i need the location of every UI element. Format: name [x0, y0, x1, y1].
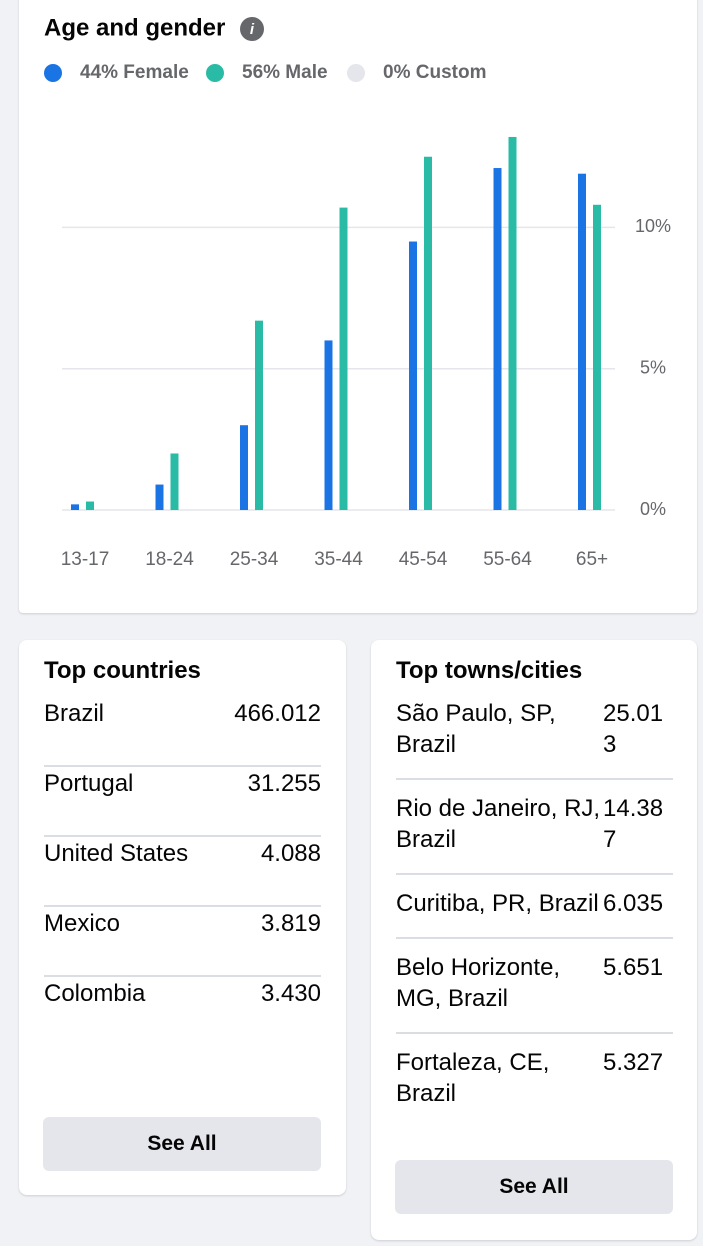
- x-tick-label: 18-24: [145, 549, 194, 570]
- bar: [71, 504, 79, 510]
- chart: Age and gender i 44% Female 56% Male 0% Cu…: [44, 14, 671, 570]
- list-row: United States 4.088: [44, 837, 321, 907]
- row-value: 31.255: [247, 770, 321, 797]
- age-gender-card: Age and gender i 44% Female 56% Male 0% Cu…: [19, 0, 697, 613]
- row-value: 25.013: [603, 700, 664, 758]
- row-name: Fortaleza, CE, Brazil: [396, 1049, 550, 1107]
- legend-swatch: [206, 64, 224, 82]
- row-value: 5.327: [603, 1049, 664, 1076]
- bar: [86, 501, 94, 510]
- bar: [593, 204, 601, 511]
- list-row: Fortaleza, CE, Brazil 5.327: [396, 1046, 673, 1127]
- row-value: 466.012: [234, 700, 321, 727]
- row-name: United States: [44, 840, 189, 867]
- bar: [170, 453, 179, 510]
- list-row: Curitiba, PR, Brazil 6.035: [396, 887, 673, 939]
- row-name: Curitiba, PR, Brazil: [396, 890, 599, 917]
- list-row: Rio de Janeiro, RJ, Brazil 14.387: [396, 792, 673, 875]
- x-tick-label: 25-34: [230, 549, 279, 570]
- list-row: Mexico 3.819: [44, 907, 321, 977]
- row-value: 3.430: [260, 980, 321, 1007]
- see-all-button[interactable]: See All: [43, 1117, 321, 1171]
- bar: [240, 425, 248, 510]
- row-name: Portugal: [44, 770, 134, 797]
- legend-label: 0% Custom: [383, 62, 486, 83]
- row-value: 4.088: [260, 840, 321, 867]
- card-title: Top towns/cities: [396, 657, 583, 684]
- cities-card: Top towns/cities São Paulo, SP, Brazil 25…: [371, 640, 697, 1240]
- see-all-button[interactable]: See All: [395, 1160, 673, 1214]
- row-value: 5.651: [603, 954, 664, 981]
- row-value: 14.387: [603, 795, 664, 853]
- chart-title: Age and gender: [44, 14, 225, 41]
- card-title: Top countries: [44, 657, 201, 684]
- row-name: Colombia: [44, 980, 146, 1007]
- row-name: Mexico: [44, 910, 121, 937]
- bar: [339, 207, 348, 510]
- row-value: 3.819: [260, 910, 321, 937]
- list-row: Brazil 466.012: [44, 697, 321, 767]
- countries-card: Top countries Brazil 466.012 Portugal 31.25…: [19, 640, 346, 1195]
- x-tick-label: 13-17: [61, 549, 110, 570]
- row-name: Rio de Janeiro, RJ, Brazil: [396, 795, 601, 853]
- legend-swatch: [347, 64, 365, 82]
- list-row: Colombia 3.430: [44, 977, 321, 1047]
- bar: [409, 241, 417, 511]
- bar: [324, 340, 333, 510]
- row-name: Brazil: [44, 700, 105, 727]
- info-icon[interactable]: [240, 17, 264, 41]
- bar: [255, 320, 263, 510]
- x-tick-label: 45-54: [399, 549, 448, 570]
- row-name: Belo Horizonte, MG, Brazil: [396, 954, 561, 1012]
- info-icon-glyph: i: [250, 21, 255, 38]
- x-tick-label: 35-44: [314, 549, 363, 570]
- row-value: 6.035: [603, 890, 664, 917]
- x-tick-label: 65+: [576, 549, 608, 570]
- y-tick-label: 0%: [640, 499, 666, 519]
- list-row: Belo Horizonte, MG, Brazil 5.651: [396, 951, 673, 1034]
- legend-label: 56% Male: [242, 62, 328, 83]
- bar: [508, 136, 517, 510]
- city-list: São Paulo, SP, Brazil 25.013 Rio de Janeir…: [396, 697, 673, 1127]
- legend-label: 44% Female: [80, 62, 189, 83]
- bar: [155, 484, 164, 510]
- list-row: São Paulo, SP, Brazil 25.013: [396, 697, 673, 780]
- list-row: Portugal 31.255: [44, 767, 321, 837]
- row-name: São Paulo, SP, Brazil: [396, 700, 556, 758]
- y-tick-label: 5%: [640, 357, 666, 377]
- bar: [493, 168, 502, 511]
- country-list: Brazil 466.012 Portugal 31.255 United States…: [44, 697, 321, 1047]
- bar: [578, 173, 586, 510]
- bar: [424, 156, 432, 510]
- y-tick-label: 10%: [635, 216, 671, 236]
- x-tick-label: 55-64: [483, 549, 532, 570]
- legend-swatch: [44, 64, 62, 82]
